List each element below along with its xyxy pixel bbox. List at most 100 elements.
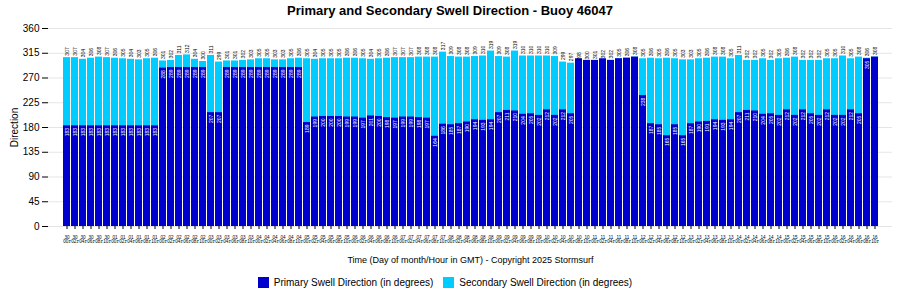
svg-text:308: 308 [424,47,430,56]
svg-text:1210z: 1210z [679,235,687,245]
svg-text:305: 305 [760,48,766,57]
svg-text:306: 306 [384,48,390,57]
svg-text:0510z: 0510z [343,235,351,245]
svg-text:289: 289 [248,69,254,78]
svg-text:0806z: 0806z [471,235,479,245]
svg-text:0106z: 0106z [135,235,143,245]
svg-text:305: 305 [256,48,262,57]
svg-text:305: 305 [120,48,126,57]
svg-text:1506z: 1506z [807,235,815,245]
svg-text:199: 199 [344,119,350,128]
svg-text:202: 202 [840,117,846,126]
svg-text:194: 194 [728,122,734,131]
svg-text:289: 289 [200,69,206,78]
svg-text:190: 190 [464,124,470,133]
svg-text:0410z: 0410z [295,235,303,245]
svg-text:0100z: 0100z [111,235,119,245]
svg-text:0104z: 0104z [127,235,135,245]
svg-text:1000z: 1000z [543,235,551,245]
svg-text:1608z: 1608z [863,235,871,245]
svg-text:212: 212 [824,112,830,121]
svg-text:308: 308 [416,47,422,56]
svg-text:304: 304 [80,49,86,58]
svg-text:1106z: 1106z [615,235,623,245]
svg-text:Time (Day of month/Hour in GMT: Time (Day of month/Hour in GMT) - Copyri… [347,255,594,265]
svg-text:307: 307 [400,47,406,56]
svg-text:303: 303 [248,49,254,58]
svg-text:210: 210 [752,113,758,122]
svg-text:202: 202 [816,117,822,126]
svg-text:306: 306 [664,48,670,57]
svg-text:200: 200 [336,118,342,127]
svg-text:1006z: 1006z [567,235,575,245]
svg-text:308: 308 [872,47,878,56]
svg-text:303: 303 [136,49,142,58]
svg-text:308: 308 [792,47,798,56]
svg-text:165: 165 [680,138,686,147]
svg-text:183: 183 [104,128,110,137]
svg-text:190: 190 [696,124,702,133]
svg-text:301: 301 [592,50,598,59]
svg-text:310: 310 [528,45,534,54]
svg-text:199: 199 [408,119,414,128]
svg-text:307: 307 [392,47,398,56]
svg-text:310: 310 [840,45,846,54]
svg-text:0306z: 0306z [231,235,239,245]
svg-text:205: 205 [856,116,862,125]
svg-text:307: 307 [104,47,110,56]
svg-text:164: 164 [432,138,438,147]
svg-text:3008z: 3008z [95,235,103,245]
svg-text:202: 202 [776,117,782,126]
svg-text:311: 311 [736,45,742,53]
svg-text:0404z: 0404z [271,235,279,245]
svg-text:1400z: 1400z [735,235,743,245]
svg-text:305: 305 [656,48,662,57]
svg-text:185: 185 [448,127,454,136]
svg-text:1202z: 1202z [647,235,655,245]
svg-text:302: 302 [808,50,814,59]
svg-text:0906z: 0906z [519,235,527,245]
svg-text:305: 305 [824,48,830,57]
svg-text:185: 185 [656,127,662,136]
svg-text:0606z: 0606z [375,235,383,245]
svg-text:183: 183 [88,128,94,137]
svg-text:305: 305 [728,48,734,57]
svg-text:1610z: 1610z [871,235,879,245]
svg-text:1008z: 1008z [575,235,583,245]
svg-text:0208z: 0208z [191,235,199,245]
svg-text:3004z: 3004z [79,235,87,245]
svg-text:202: 202 [792,117,798,126]
svg-text:1500z: 1500z [783,235,791,245]
svg-text:270: 270 [23,72,40,83]
svg-text:1504z: 1504z [799,235,807,245]
svg-text:199: 199 [400,119,406,128]
svg-text:289: 289 [192,69,198,78]
svg-text:302: 302 [168,50,174,59]
svg-text:303: 303 [688,49,694,58]
svg-text:193: 193 [480,122,486,131]
svg-text:309: 309 [472,46,478,55]
svg-text:205: 205 [808,116,814,125]
svg-text:1010z: 1010z [583,235,591,245]
svg-text:305: 305 [672,48,678,57]
svg-text:199: 199 [312,119,318,128]
svg-text:204: 204 [520,116,526,125]
svg-text:288: 288 [160,70,166,79]
svg-text:0206z: 0206z [183,235,191,245]
svg-text:312: 312 [184,44,190,53]
svg-text:303: 303 [272,49,278,58]
svg-text:198: 198 [384,119,390,128]
svg-text:0700z: 0700z [399,235,407,245]
svg-text:197: 197 [424,120,430,129]
svg-text:210: 210 [512,113,518,122]
svg-text:306: 306 [352,48,358,57]
svg-text:0810z: 0810z [487,235,495,245]
svg-text:0202z: 0202z [167,235,175,245]
svg-text:90: 90 [28,171,40,182]
svg-text:207: 207 [736,114,742,123]
svg-text:0702z: 0702z [407,235,415,245]
svg-text:289: 289 [224,69,230,78]
svg-text:200: 200 [328,118,334,127]
svg-text:212: 212 [784,112,790,121]
svg-text:305: 305 [616,48,622,57]
